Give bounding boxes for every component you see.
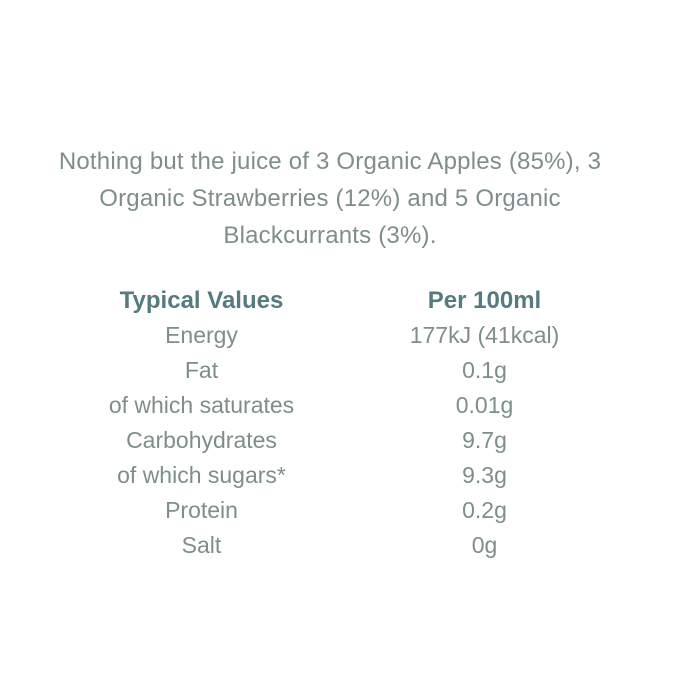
nutrient-value: 177kJ (41kcal)	[409, 322, 560, 348]
product-description: Nothing but the juice of 3 Organic Apple…	[58, 148, 602, 249]
nutrient-label: Energy	[165, 322, 238, 348]
column-header-typical-values: Typical Values	[119, 287, 284, 314]
nutrient-label: of which sugars*	[117, 462, 286, 488]
table-row-carbohydrates: Carbohydrates 9.7g	[60, 423, 626, 458]
table-row-protein: Protein 0.2g	[60, 493, 626, 528]
table-header-row: Typical Values Per 100ml	[60, 283, 626, 318]
nutrient-value: 0.1g	[462, 357, 507, 383]
nutrient-label: of which saturates	[108, 392, 295, 418]
nutrient-label: Salt	[181, 532, 222, 558]
table-row-salt: Salt 0g	[60, 528, 626, 563]
nutrient-value: 9.3g	[462, 462, 507, 488]
nutrient-label: Carbohydrates	[126, 427, 277, 453]
table-row-energy: Energy 177kJ (41kcal)	[60, 318, 626, 353]
column-header-per-100ml: Per 100ml	[427, 287, 542, 314]
nutrient-value: 0.01g	[455, 392, 514, 418]
nutrition-table: Typical Values Per 100ml Energy 177kJ (4…	[60, 283, 626, 563]
nutrient-value: 9.7g	[462, 427, 507, 453]
nutrient-label: Protein	[165, 497, 238, 523]
nutrient-value: 0.2g	[462, 497, 507, 523]
table-row-saturates: of which saturates 0.01g	[60, 388, 626, 423]
nutrient-label: Fat	[184, 357, 219, 383]
nutrient-value: 0g	[471, 532, 498, 558]
table-row-fat: Fat 0.1g	[60, 353, 626, 388]
table-row-sugars: of which sugars* 9.3g	[60, 458, 626, 493]
